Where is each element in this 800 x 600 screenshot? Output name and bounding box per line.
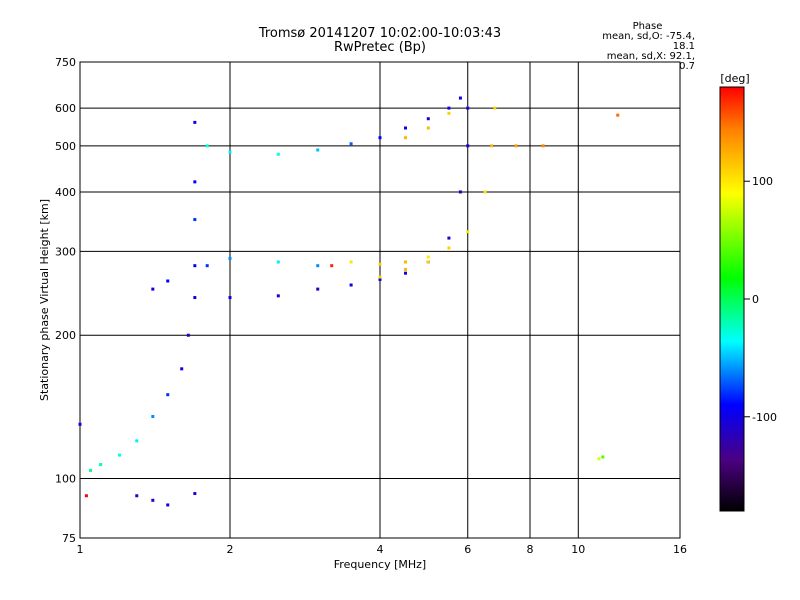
- data-point: [228, 296, 232, 300]
- data-point: [276, 294, 280, 298]
- data-point: [135, 439, 139, 443]
- data-point: [483, 190, 487, 194]
- data-point: [378, 277, 382, 281]
- data-point: [151, 498, 155, 502]
- data-point: [514, 144, 518, 148]
- data-point: [316, 287, 320, 291]
- y-tick-label: 750: [55, 56, 76, 69]
- chart-subtitle: RwPretec (Bp): [333, 40, 427, 55]
- data-point: [135, 494, 139, 498]
- x-axis-label: Frequency [MHz]: [334, 558, 426, 571]
- stats-line-x: mean, sd,X: 92.1, 20.7: [606, 51, 695, 72]
- data-point: [180, 367, 184, 371]
- data-point: [151, 414, 155, 418]
- data-point: [597, 457, 601, 461]
- data-point: [447, 236, 451, 240]
- colorbar-tick-label: 100: [752, 175, 773, 188]
- colorbar-tick-label: 0: [752, 293, 759, 306]
- colorbar-ticks: 100 0 -100: [744, 175, 777, 424]
- data-point: [193, 120, 197, 124]
- data-point: [426, 260, 430, 264]
- data-point: [447, 111, 451, 115]
- grid-lines: [80, 62, 680, 538]
- data-point: [205, 264, 209, 268]
- data-points: [78, 96, 620, 507]
- y-tick-label: 75: [62, 532, 76, 545]
- data-point: [228, 150, 232, 154]
- chart-title: Tromsø 20141207 10:02:00-10:03:43: [258, 26, 502, 41]
- data-point: [316, 148, 320, 152]
- y-tick-label: 600: [55, 102, 76, 115]
- data-point: [228, 256, 232, 260]
- x-tick-label: 10: [571, 543, 585, 556]
- data-point: [166, 503, 170, 507]
- y-tick-label: 300: [55, 245, 76, 258]
- y-tick-label: 500: [55, 140, 76, 153]
- data-point: [349, 283, 353, 287]
- data-point: [99, 463, 103, 467]
- x-tick-label: 16: [673, 543, 687, 556]
- data-point: [193, 218, 197, 222]
- data-point: [205, 144, 209, 148]
- data-point: [490, 144, 494, 148]
- phase-stats: Phase mean, sd,O: -75.4, 18.1 mean, sd,X…: [600, 22, 695, 72]
- data-point: [458, 190, 462, 194]
- data-point: [466, 144, 470, 148]
- data-point: [493, 106, 497, 110]
- data-point: [84, 494, 88, 498]
- y-tick-label: 100: [55, 473, 76, 486]
- axis-ticks: 1 2 4 6 8 10 16 75 100 200 300 400 500 600 750: [55, 56, 687, 556]
- data-point: [78, 422, 82, 426]
- y-tick-label: 400: [55, 186, 76, 199]
- data-point: [466, 106, 470, 110]
- data-point: [193, 492, 197, 496]
- data-point: [151, 287, 155, 291]
- data-point: [447, 246, 451, 250]
- data-point: [193, 264, 197, 268]
- data-point: [276, 152, 280, 156]
- data-point: [166, 279, 170, 283]
- data-point: [330, 264, 334, 268]
- colorbar-tick-label: -100: [752, 411, 777, 424]
- data-point: [349, 142, 353, 146]
- data-point: [89, 468, 93, 472]
- data-point: [403, 271, 407, 275]
- y-axis-label: Stationary phase Virtual Height [km]: [38, 199, 51, 401]
- data-point: [193, 180, 197, 184]
- colorbar: [719, 86, 745, 512]
- x-tick-label: 8: [527, 543, 534, 556]
- x-tick-label: 1: [77, 543, 84, 556]
- data-point: [378, 262, 382, 266]
- colorbar-label: [deg]: [720, 72, 749, 85]
- data-point: [316, 264, 320, 268]
- data-point: [276, 260, 280, 264]
- data-point: [186, 333, 190, 337]
- data-point: [403, 267, 407, 271]
- data-point: [166, 393, 170, 397]
- data-point: [601, 455, 605, 459]
- data-point: [426, 117, 430, 121]
- y-tick-label: 200: [55, 329, 76, 342]
- stats-line-o: mean, sd,O: -75.4, 18.1: [602, 31, 695, 52]
- data-point: [458, 96, 462, 100]
- x-tick-label: 6: [464, 543, 471, 556]
- x-tick-label: 4: [377, 543, 384, 556]
- data-point: [349, 260, 353, 264]
- data-point: [426, 126, 430, 130]
- data-point: [378, 275, 382, 279]
- stats-heading: Phase: [632, 21, 663, 32]
- x-tick-label: 2: [227, 543, 234, 556]
- data-point: [541, 144, 545, 148]
- data-point: [426, 255, 430, 259]
- data-point: [403, 136, 407, 140]
- data-point: [466, 230, 470, 234]
- data-point: [117, 453, 121, 457]
- data-point: [193, 296, 197, 300]
- data-point: [447, 106, 451, 110]
- data-point: [616, 113, 620, 117]
- data-point: [378, 136, 382, 140]
- data-point: [403, 126, 407, 130]
- data-point: [403, 260, 407, 264]
